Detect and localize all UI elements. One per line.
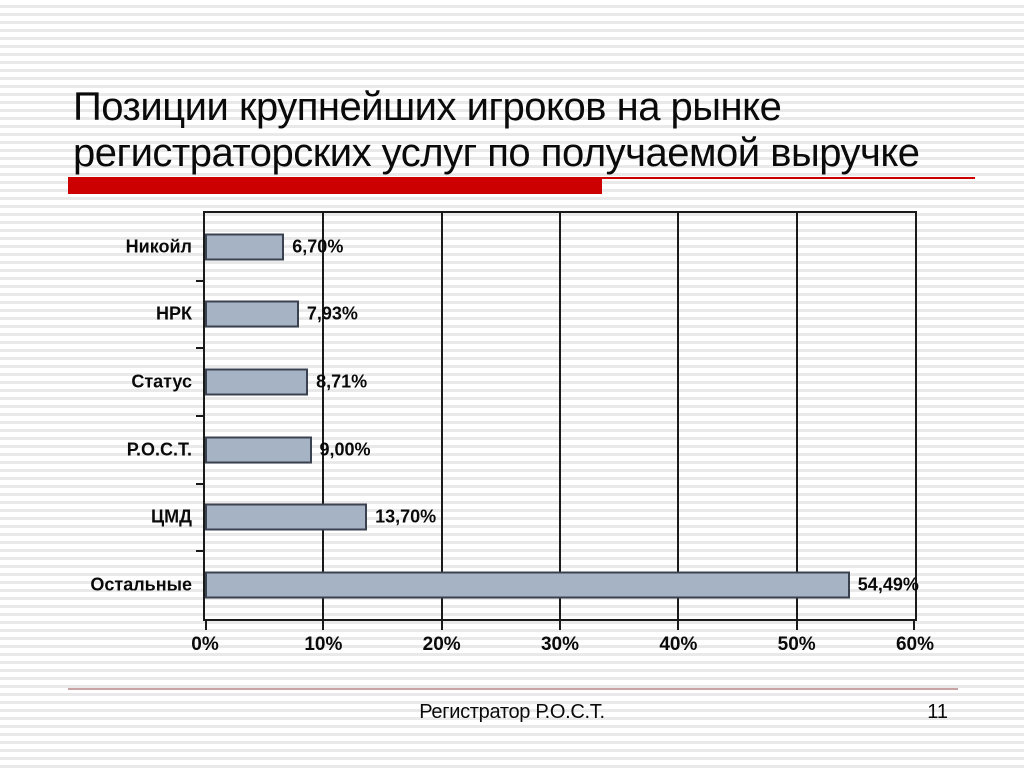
category-tick <box>196 279 205 282</box>
category-label: Статус <box>131 371 192 392</box>
gridline <box>322 213 325 619</box>
gridline <box>795 213 798 619</box>
category-tick <box>196 482 205 485</box>
category-label: Р.О.С.Т. <box>126 439 192 460</box>
x-axis-label: 30% <box>540 634 580 655</box>
x-axis-tick <box>559 619 561 630</box>
x-axis-tick <box>205 619 207 630</box>
chart-bar <box>205 571 850 599</box>
value-label: 6,70% <box>292 236 344 257</box>
x-axis-label: 50% <box>777 634 816 655</box>
chart-bar <box>205 368 309 396</box>
chart-row: ЦМД 13,70% <box>151 484 915 552</box>
value-label: 7,93% <box>306 303 358 324</box>
x-axis-tick <box>677 619 680 630</box>
footer-divider <box>68 688 958 690</box>
chart-row: Остальные 54,49% <box>90 551 919 619</box>
x-axis-tick <box>440 619 443 630</box>
chart-row: НРК 7,93% <box>156 281 915 349</box>
gridline <box>677 213 680 619</box>
category-tick <box>196 415 205 417</box>
x-axis-label: 60% <box>895 634 935 655</box>
x-axis-label: 0% <box>191 634 219 655</box>
x-axis-label: 40% <box>659 634 698 655</box>
category-label: Остальные <box>90 574 192 595</box>
chart-bar <box>205 233 285 261</box>
value-label: 13,70% <box>375 506 437 527</box>
category-label: Никойл <box>125 236 192 257</box>
category-tick <box>196 550 205 553</box>
slide-title: Позиции крупнейших игроков на рынке реги… <box>73 84 988 176</box>
chart-bar <box>205 300 299 328</box>
chart-row: Р.О.С.Т. 9,00% <box>127 416 915 484</box>
title-underline-thick <box>68 179 602 194</box>
value-label: 8,71% <box>316 371 368 392</box>
footer-text: Регистратор Р.О.С.Т. <box>419 701 605 723</box>
gridline <box>559 213 561 619</box>
category-tick <box>196 347 205 350</box>
x-axis-tick <box>322 619 325 630</box>
value-label: 54,49% <box>857 574 919 595</box>
page-number: 11 <box>927 701 948 723</box>
category-label: ЦМД <box>151 506 192 527</box>
chart-bar <box>205 436 312 464</box>
value-label: 9,00% <box>319 439 371 460</box>
gridline <box>440 213 443 619</box>
title-underline-thin <box>68 177 975 179</box>
category-label: НРК <box>156 303 192 324</box>
x-axis-label: 10% <box>304 634 343 655</box>
x-axis-label: 20% <box>422 634 461 655</box>
plot-area: 0% 10% 20% 30% 40% 50% 60% Никойл 6,70% НРК 7,93% С… <box>90 211 934 655</box>
slide-title-line-2: регистраторских услуг по получаемой выру… <box>73 131 920 175</box>
chart-row: Статус 8,71% <box>131 348 915 416</box>
chart-bar <box>205 503 368 531</box>
chart-row: Никойл 6,70% <box>126 213 915 281</box>
x-axis-tick <box>795 619 798 630</box>
slide-title-line-1: Позиции крупнейших игроков на рынке <box>73 85 782 129</box>
x-axis-tick <box>913 619 915 630</box>
